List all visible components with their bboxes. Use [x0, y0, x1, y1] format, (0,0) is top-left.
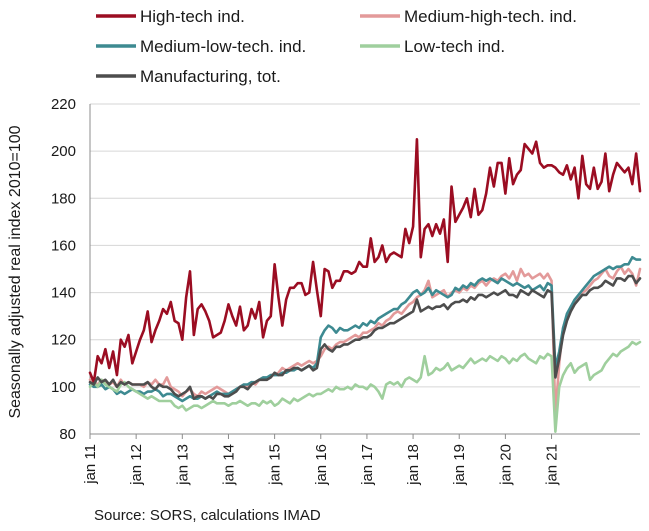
- legend-label: Low-tech ind.: [404, 37, 505, 56]
- y-tick-label: 180: [51, 190, 76, 207]
- series-lines: [88, 138, 642, 433]
- series-line-medium-low-tech-ind: [88, 255, 642, 403]
- x-tick-label: jan 19: [451, 444, 468, 486]
- y-axis-label: Seasonally adjusted real index 2010=100: [7, 125, 24, 418]
- series-line-low-tech-ind: [88, 340, 642, 433]
- x-tick-label: jan 16: [313, 444, 330, 486]
- source-note: Source: SORS, calculations IMAD: [94, 507, 321, 524]
- y-tick-label: 220: [51, 96, 76, 113]
- legend-item-medium-high-tech-ind: Medium-high-tech. ind.: [360, 7, 577, 26]
- y-tick-label: 100: [51, 379, 76, 396]
- legend-item-manufacturing-tot: Manufacturing, tot.: [96, 67, 281, 86]
- x-tick-label: jan 11: [82, 444, 99, 485]
- x-tick-label: jan 17: [359, 444, 376, 486]
- x-tick-label: jan 15: [267, 444, 284, 486]
- legend-item-low-tech-ind: Low-tech ind.: [360, 37, 505, 56]
- x-tick-label: jan 14: [220, 444, 237, 486]
- x-tick-label: jan 12: [128, 444, 145, 486]
- y-tick-label: 80: [59, 426, 76, 443]
- series-line-manufacturing-tot: [88, 274, 642, 400]
- legend-label: High-tech ind.: [140, 7, 245, 26]
- legend-label: Manufacturing, tot.: [140, 67, 281, 86]
- chart-legend: High-tech ind. Medium-high-tech. ind. Medi…: [96, 7, 577, 86]
- series-line-high-tech-ind: [88, 138, 642, 384]
- legend-label: Medium-high-tech. ind.: [404, 7, 577, 26]
- legend-item-medium-low-tech-ind: Medium-low-tech. ind.: [96, 37, 306, 56]
- y-tick-label: 200: [51, 143, 76, 160]
- y-tick-label: 120: [51, 332, 76, 349]
- x-tick-label: jan 21: [544, 444, 561, 486]
- x-tick-label: jan 18: [405, 444, 422, 486]
- x-tick-label: jan 13: [174, 444, 191, 486]
- x-tick-labels: jan 11 jan 12 jan 13 jan 14 jan 15 jan 16 jan …: [82, 434, 561, 486]
- y-tick-label: 160: [51, 237, 76, 254]
- legend-label: Medium-low-tech. ind.: [140, 37, 306, 56]
- y-tick-labels: 80 100 120 140 160 180 200 220: [51, 96, 76, 443]
- gridlines: [90, 103, 640, 388]
- y-tick-label: 140: [51, 285, 76, 302]
- x-tick-label: jan 20: [497, 444, 514, 486]
- legend-item-high-tech-ind: High-tech ind.: [96, 7, 245, 26]
